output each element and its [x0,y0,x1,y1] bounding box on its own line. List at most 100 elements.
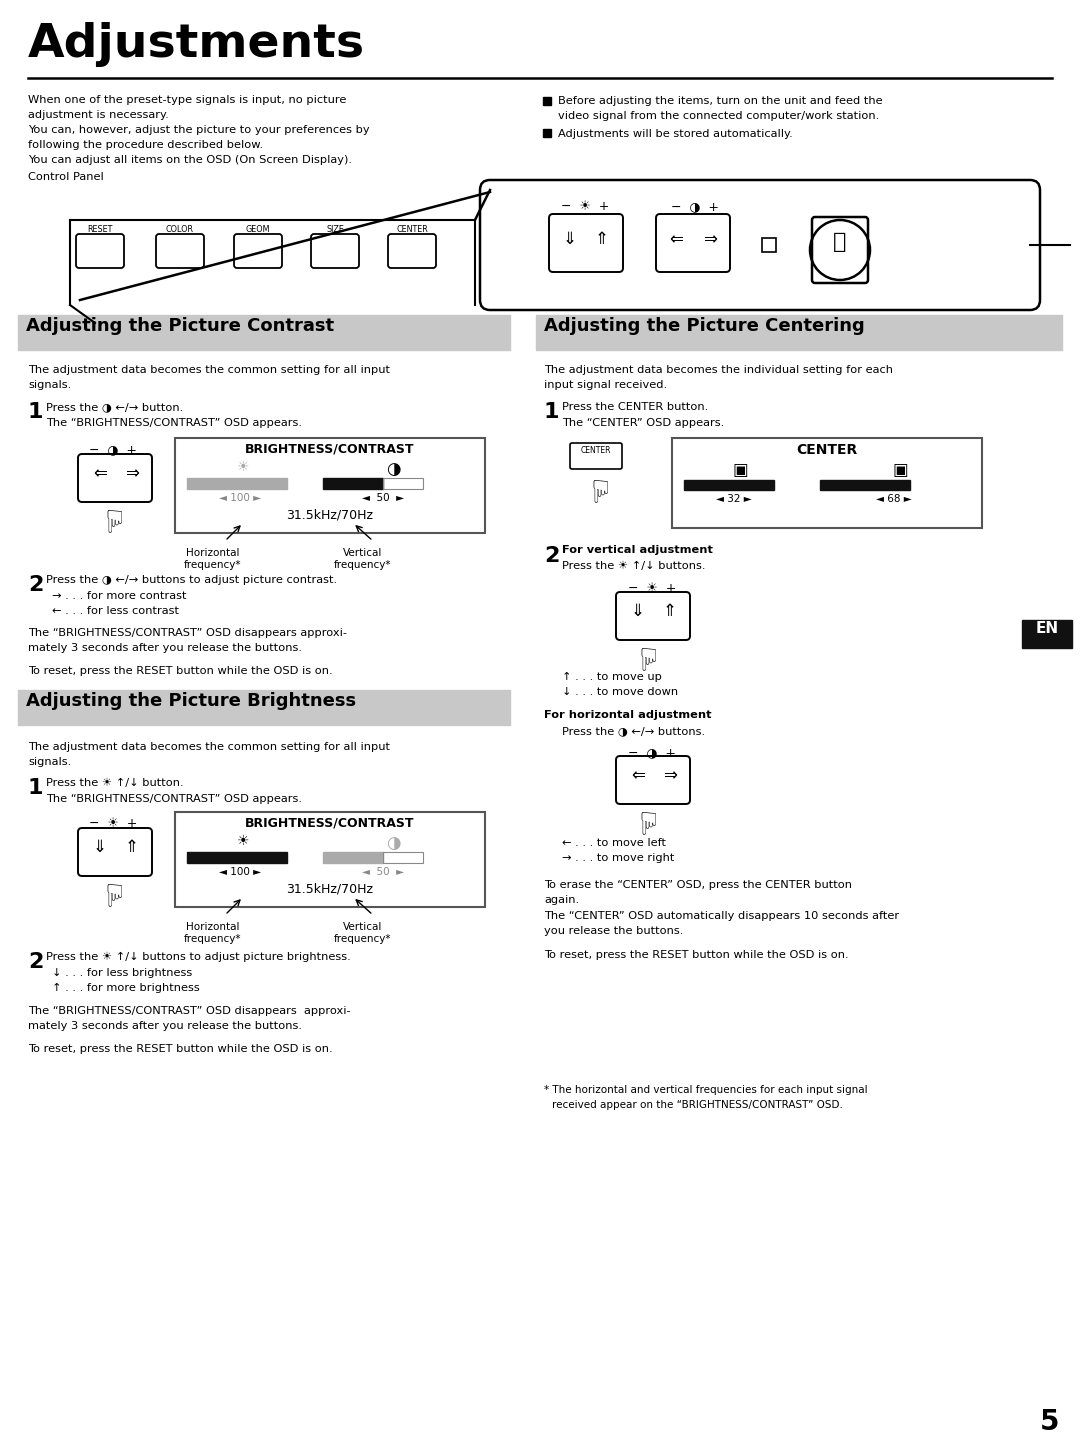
Bar [383,478,423,488]
Text: 2: 2 [28,575,43,595]
Text: You can adjust all items on the OSD (On Screen Display).: You can adjust all items on the OSD (On … [28,156,352,166]
Text: The “BRIGHTNESS/CONTRAST” OSD disappears  approxi-: The “BRIGHTNESS/CONTRAST” OSD disappears… [28,1006,351,1016]
Text: 5: 5 [1040,1408,1059,1437]
Bar [672,438,982,527]
Text: 31.5kHz/70Hz: 31.5kHz/70Hz [286,509,374,522]
Text: Horizontal: Horizontal [186,922,240,932]
Text: When one of the preset-type signals is input, no picture: When one of the preset-type signals is i… [28,95,347,105]
Text: The “BRIGHTNESS/CONTRAST” OSD appears.: The “BRIGHTNESS/CONTRAST” OSD appears. [46,418,302,428]
Text: −  ☀  +: − ☀ + [89,817,137,830]
Text: SIZE: SIZE [326,225,343,233]
Text: ◄ 100 ►: ◄ 100 ► [219,867,261,878]
Text: −  ☀  +: − ☀ + [627,582,676,595]
Text: −  ◑  +: − ◑ + [627,746,676,759]
Text: The “BRIGHTNESS/CONTRAST” OSD appears.: The “BRIGHTNESS/CONTRAST” OSD appears. [46,794,302,804]
Text: ⇒: ⇒ [703,231,717,248]
Text: ⇒: ⇒ [663,767,677,784]
Text: ⇐: ⇐ [93,464,107,481]
Bar [18,690,510,725]
Text: Control Panel: Control Panel [28,171,104,182]
Text: ↑ . . . for more brightness: ↑ . . . for more brightness [52,983,200,993]
Text: ⇑: ⇑ [663,602,677,620]
Text: ⇓: ⇓ [631,602,645,620]
Text: For horizontal adjustment: For horizontal adjustment [544,710,712,720]
Text: * The horizontal and vertical frequencies for each input signal: * The horizontal and vertical frequencie… [544,1085,867,1095]
Bar [1022,620,1072,648]
Text: ◄ 100 ►: ◄ 100 ► [219,493,261,503]
Bar [536,316,1062,350]
Text: 1: 1 [28,402,43,422]
Text: Adjustments: Adjustments [28,22,365,66]
Text: ▣: ▣ [892,461,908,478]
Text: input signal received.: input signal received. [544,380,667,391]
Text: 1: 1 [28,778,43,798]
Text: The “BRIGHTNESS/CONTRAST” OSD disappears approxi-: The “BRIGHTNESS/CONTRAST” OSD disappears… [28,628,347,638]
Text: Press the CENTER button.: Press the CENTER button. [562,402,708,412]
Bar [820,480,910,490]
Text: CENTER: CENTER [396,225,428,233]
Text: EN: EN [1036,621,1058,635]
Text: mately 3 seconds after you release the buttons.: mately 3 seconds after you release the b… [28,643,302,653]
Text: ◑: ◑ [386,834,401,852]
Text: CENTER: CENTER [581,447,611,455]
Bar [383,852,423,863]
Text: BRIGHTNESS/CONTRAST: BRIGHTNESS/CONTRAST [245,442,415,455]
Text: COLOR: COLOR [166,225,194,233]
Text: −  ◑  +: − ◑ + [89,442,137,455]
Bar [175,438,485,533]
Text: The adjustment data becomes the common setting for all input: The adjustment data becomes the common s… [28,365,390,375]
Text: Horizontal: Horizontal [186,548,240,558]
Text: again.: again. [544,895,579,905]
Text: frequency*: frequency* [334,561,392,571]
Text: The “CENTER” OSD automatically disappears 10 seconds after: The “CENTER” OSD automatically disappear… [544,911,900,921]
Text: To reset, press the RESET button while the OSD is on.: To reset, press the RESET button while t… [544,950,849,960]
Text: The adjustment data becomes the common setting for all input: The adjustment data becomes the common s… [28,742,390,752]
Text: ☝: ☝ [100,876,119,905]
Text: The adjustment data becomes the individual setting for each: The adjustment data becomes the individu… [544,365,893,375]
Bar [18,316,510,350]
Text: ☝: ☝ [636,640,654,669]
Text: frequency*: frequency* [185,934,242,944]
Text: video signal from the connected computer/work station.: video signal from the connected computer… [558,111,879,121]
Bar [323,478,383,488]
Text: ◑: ◑ [386,460,401,478]
Text: Adjusting the Picture Centering: Adjusting the Picture Centering [544,317,865,334]
Text: adjustment is necessary.: adjustment is necessary. [28,110,168,120]
Text: Before adjusting the items, turn on the unit and feed the: Before adjusting the items, turn on the … [558,97,882,107]
Bar [187,478,287,488]
Text: The “CENTER” OSD appears.: The “CENTER” OSD appears. [562,418,725,428]
Text: BRIGHTNESS/CONTRAST: BRIGHTNESS/CONTRAST [245,817,415,830]
Bar [762,238,777,252]
Text: ◄  50  ►: ◄ 50 ► [362,493,404,503]
Text: ☝: ☝ [636,804,654,833]
Bar [187,852,287,863]
Text: Adjusting the Picture Contrast: Adjusting the Picture Contrast [26,317,334,334]
Text: 1: 1 [544,402,559,422]
Text: Press the ◑ ←/→ button.: Press the ◑ ←/→ button. [46,402,184,412]
Text: −  ☀  +: − ☀ + [561,200,609,213]
Text: ▣: ▣ [732,461,747,478]
Text: → . . . for more contrast: → . . . for more contrast [52,591,187,601]
Text: ☝: ☝ [586,473,605,501]
Text: ⇒: ⇒ [125,464,139,481]
Bar [175,811,485,906]
Text: ↑ . . . to move up: ↑ . . . to move up [562,672,662,682]
Text: ⇐: ⇐ [631,767,645,784]
Text: ⇓: ⇓ [562,231,576,248]
Text: frequency*: frequency* [334,934,392,944]
Text: Press the ☀ ↑/↓ button.: Press the ☀ ↑/↓ button. [46,778,184,788]
Text: mately 3 seconds after you release the buttons.: mately 3 seconds after you release the b… [28,1022,302,1030]
Text: 2: 2 [28,953,43,973]
Text: received appear on the “BRIGHTNESS/CONTRAST” OSD.: received appear on the “BRIGHTNESS/CONTR… [552,1099,842,1110]
Text: ← . . . to move left: ← . . . to move left [562,839,666,847]
Bar [543,97,551,105]
Text: To reset, press the RESET button while the OSD is on.: To reset, press the RESET button while t… [28,1043,333,1053]
Text: 31.5kHz/70Hz: 31.5kHz/70Hz [286,882,374,895]
Text: Vertical: Vertical [343,922,382,932]
Text: ◄ 68 ►: ◄ 68 ► [876,494,912,504]
Text: ⇑: ⇑ [125,839,139,856]
Text: → . . . to move right: → . . . to move right [562,853,674,863]
Text: −  ◑  +: − ◑ + [671,200,719,213]
Text: ⇐: ⇐ [670,231,683,248]
Text: Press the ☀ ↑/↓ buttons.: Press the ☀ ↑/↓ buttons. [562,561,705,571]
